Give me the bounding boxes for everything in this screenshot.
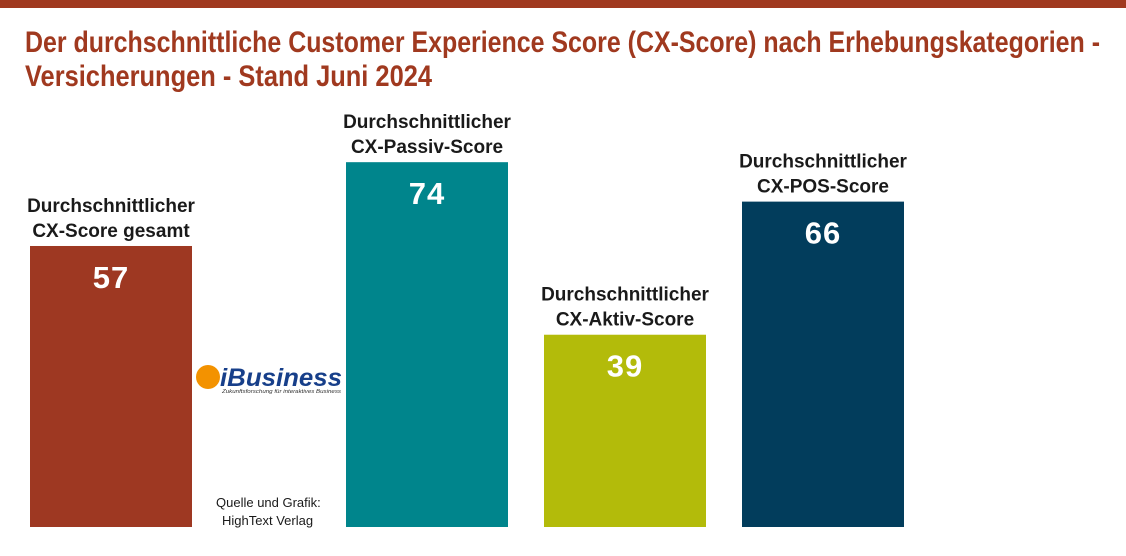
category-label: Durchschnittlicher — [541, 285, 709, 306]
bar — [30, 245, 192, 528]
bar — [544, 334, 706, 527]
chart-title: Der durchschnittliche Customer Experienc… — [25, 26, 1100, 59]
source: HighText Verlag — [222, 513, 313, 528]
category-label: Durchschnittlicher — [739, 152, 907, 173]
bar — [346, 162, 508, 527]
category-label: Durchschnittlicher — [27, 196, 195, 217]
value-label: 39 — [607, 349, 643, 384]
category-label: CX-POS-Score — [757, 177, 889, 198]
top-stripe — [0, 0, 1126, 8]
category-label: CX-Passiv-Score — [351, 137, 503, 158]
category-label: CX-Score gesamt — [32, 221, 190, 242]
logo-tagline: Zukunftsforschung für interaktives Busin… — [221, 389, 342, 395]
logo: iBusiness Zukunftsforschung für interakt… — [196, 364, 342, 395]
value-label: 74 — [409, 176, 445, 211]
source: Quelle und Grafik: — [216, 495, 321, 510]
category-label: CX-Aktiv-Score — [556, 310, 694, 331]
value-label: 66 — [805, 216, 841, 251]
logo-text: iBusiness — [220, 364, 342, 392]
chart-title: Versicherungen - Stand Juni 2024 — [25, 60, 432, 93]
bar — [742, 201, 904, 527]
category-label: Durchschnittlicher — [343, 112, 511, 133]
logo-icon — [196, 365, 220, 389]
value-label: 57 — [93, 260, 129, 295]
